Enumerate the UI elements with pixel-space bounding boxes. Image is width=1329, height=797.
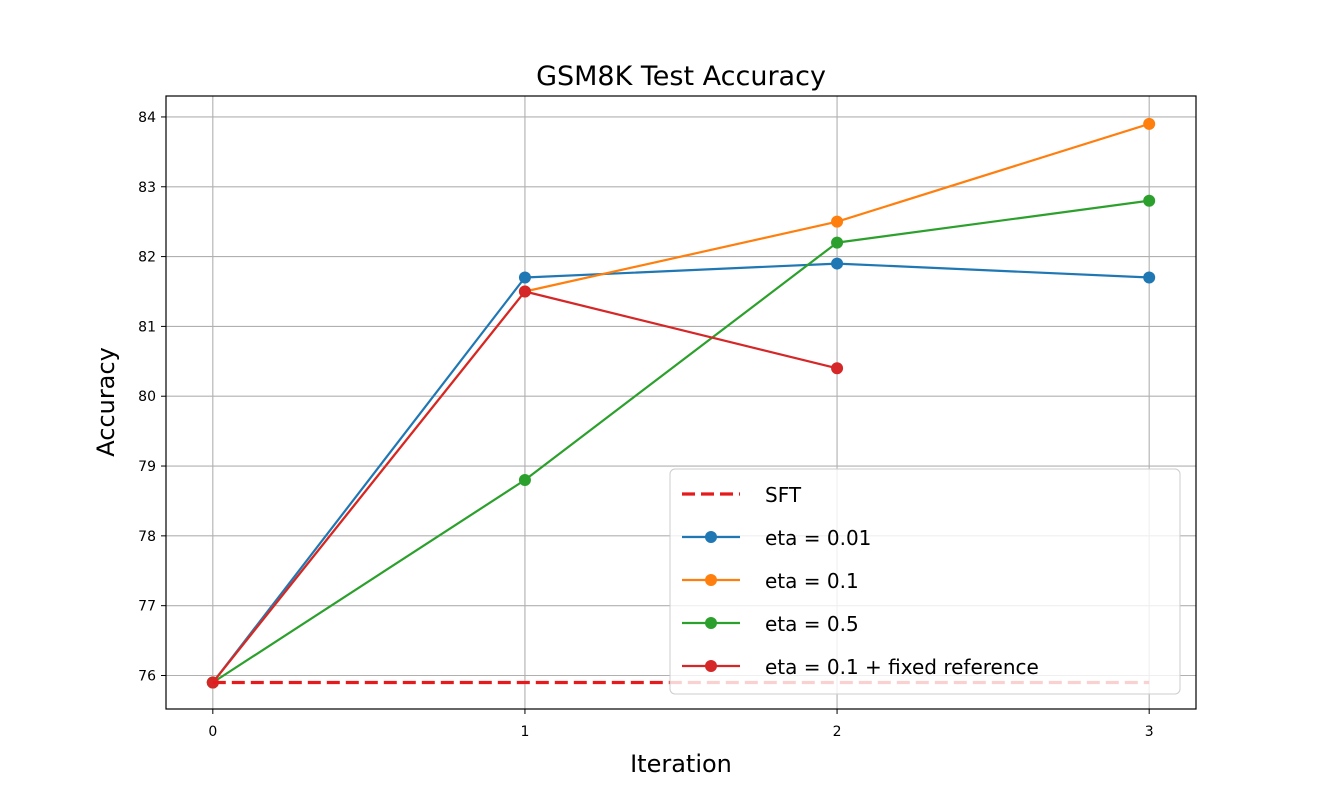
legend-box (669, 468, 1181, 695)
x-tick-label: 1 (520, 724, 529, 740)
data-point (1143, 194, 1156, 207)
legend-label: SFT (765, 483, 802, 507)
legend-label: eta = 0.01 (765, 526, 871, 550)
legend-marker (705, 617, 717, 629)
data-point (518, 473, 531, 486)
legend-marker (705, 574, 717, 586)
legend-entry: eta = 0.5 (682, 612, 859, 636)
legend-label: eta = 0.1 + fixed reference (765, 655, 1039, 679)
legend-entry: SFT (682, 483, 802, 507)
series-line (212, 199, 1150, 684)
y-tick-label: 81 (138, 319, 156, 335)
ticks: 0 1 2 3 76 77 78 79 80 81 82 83 84 (138, 110, 1153, 740)
x-axis-label: Iteration (630, 750, 732, 778)
y-tick-label: 82 (138, 250, 156, 266)
chart-title: GSM8K Test Accuracy (536, 61, 826, 92)
y-tick-label: 76 (138, 668, 156, 684)
legend-marker (705, 660, 717, 672)
data-point (831, 236, 844, 249)
y-tick-label: 77 (138, 599, 156, 615)
data-point (831, 362, 844, 375)
y-tick-label: 80 (138, 389, 156, 405)
data-point (1143, 117, 1156, 130)
x-tick-label: 2 (833, 724, 842, 740)
y-tick-label: 78 (138, 529, 156, 545)
y-tick-label: 84 (138, 110, 156, 126)
series-line (211, 262, 1150, 684)
data-point (831, 215, 844, 228)
legend: SFT eta = 0.01 eta = 0.1 eta = 0.5 eta = 0.1… (669, 468, 1181, 695)
plot-frame (165, 95, 1197, 710)
x-tick-label: 0 (208, 724, 217, 740)
data-point (518, 271, 531, 284)
legend-entry: eta = 0.1 + fixed reference (682, 655, 1039, 679)
y-tick-label: 83 (138, 180, 156, 196)
legend-label: eta = 0.5 (765, 612, 859, 636)
y-axis-label: Accuracy (92, 347, 120, 457)
y-tick-label: 79 (138, 459, 156, 475)
legend-entry: eta = 0.1 (682, 569, 859, 593)
data-point (1143, 271, 1156, 284)
data-point (518, 285, 531, 298)
legend-marker (705, 531, 717, 543)
legend-label: eta = 0.1 (765, 569, 859, 593)
x-tick-label: 3 (1145, 724, 1154, 740)
data-point (831, 257, 844, 270)
legend-entry: eta = 0.01 (682, 526, 871, 550)
